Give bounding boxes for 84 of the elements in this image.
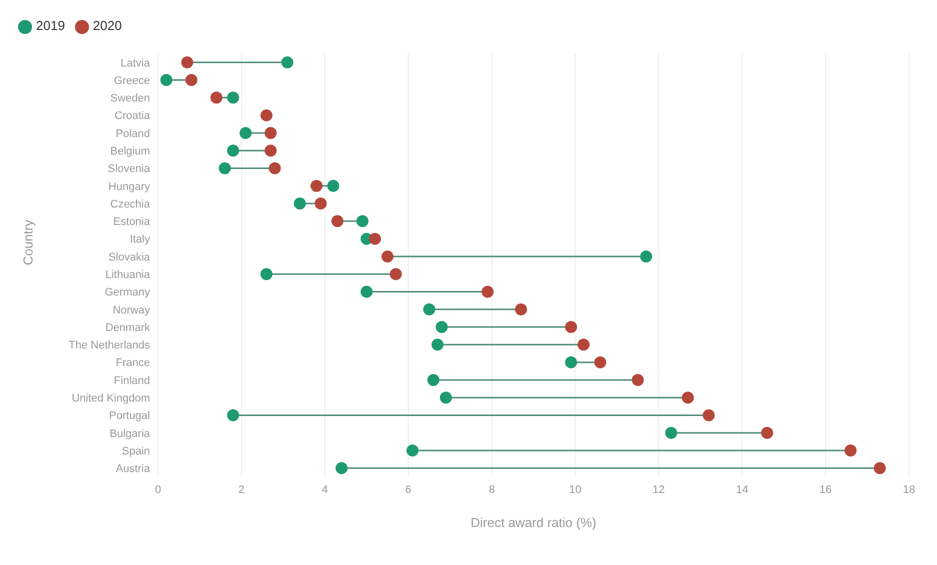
y-tick-label: Croatia <box>114 110 151 122</box>
point <box>432 338 444 351</box>
y-tick-label: The Netherlands <box>68 340 150 352</box>
y-tick-label: Slovakia <box>108 251 151 264</box>
point <box>514 303 527 316</box>
point <box>185 74 198 86</box>
y-tick-label: Denmark <box>105 322 150 334</box>
point <box>390 268 402 280</box>
point <box>260 268 272 280</box>
y-tick-label: Czechia <box>110 198 151 210</box>
y-tick-label: Latvia <box>120 57 151 70</box>
x-tick-label: 10 <box>569 484 582 496</box>
point <box>640 250 652 262</box>
point <box>360 286 373 298</box>
y-tick-label: Austria <box>116 463 151 476</box>
point <box>665 426 678 439</box>
point <box>844 444 857 457</box>
point <box>294 198 306 210</box>
y-tick-label: Poland <box>116 128 150 140</box>
y-tick-label: Hungary <box>108 180 150 193</box>
point <box>356 215 368 228</box>
x-tick-label: 8 <box>488 484 495 496</box>
legend-label: 2020 <box>92 18 122 33</box>
y-tick-label: Bulgaria <box>110 428 151 440</box>
x-tick-label: 0 <box>154 484 162 496</box>
x-tick-label: 4 <box>322 484 328 496</box>
y-tick-label: Norway <box>112 304 150 316</box>
point <box>310 180 323 192</box>
y-tick-label: Spain <box>122 445 150 458</box>
point <box>210 92 222 104</box>
point <box>381 250 394 262</box>
y-tick-label: Lithuania <box>105 269 151 282</box>
point <box>227 409 240 422</box>
point <box>482 286 494 298</box>
point <box>260 109 272 122</box>
y-tick-label: Germany <box>104 286 150 299</box>
y-tick-label: Estonia <box>113 216 151 228</box>
point <box>427 374 440 386</box>
point <box>423 303 436 316</box>
point <box>682 392 694 404</box>
y-tick-label: Portugal <box>109 410 150 422</box>
point <box>160 74 172 86</box>
y-tick-label: United Kingdom <box>72 392 150 405</box>
point <box>440 392 452 404</box>
x-tick-label: 2 <box>238 484 245 496</box>
y-tick-label: Greece <box>114 74 150 87</box>
point <box>181 56 194 68</box>
legend-label: 2019 <box>36 18 65 33</box>
point <box>331 215 344 228</box>
y-tick-label: Italy <box>130 234 150 246</box>
point <box>264 126 277 139</box>
x-tick-label: 18 <box>902 484 916 496</box>
x-tick-label: 14 <box>736 484 748 496</box>
point <box>565 321 578 334</box>
point <box>594 356 606 368</box>
point <box>702 409 715 422</box>
y-tick-label: Sweden <box>110 92 150 105</box>
point <box>761 426 774 439</box>
point <box>268 162 281 174</box>
x-tick-label: 6 <box>405 484 412 496</box>
y-tick-label: Finland <box>114 374 150 387</box>
point <box>874 462 886 474</box>
x-tick-label: 12 <box>652 484 665 496</box>
point <box>281 56 294 68</box>
point <box>436 321 448 334</box>
point <box>227 144 240 157</box>
point <box>632 374 644 386</box>
point <box>578 338 590 351</box>
y-tick-label: France <box>116 357 150 370</box>
y-axis-title: Country <box>20 219 36 266</box>
y-tick-label: Belgium <box>110 146 150 158</box>
y-tick-label: Slovenia <box>108 163 151 176</box>
point <box>327 180 340 192</box>
point <box>565 356 578 368</box>
point <box>218 162 231 174</box>
point <box>368 232 381 245</box>
point <box>264 144 277 157</box>
point <box>227 92 240 104</box>
point <box>240 126 252 139</box>
x-axis-title: Direct award ratio (%) <box>470 515 596 530</box>
point <box>314 198 327 210</box>
point <box>336 462 348 474</box>
x-tick-label: 16 <box>819 484 832 496</box>
point <box>406 444 419 457</box>
